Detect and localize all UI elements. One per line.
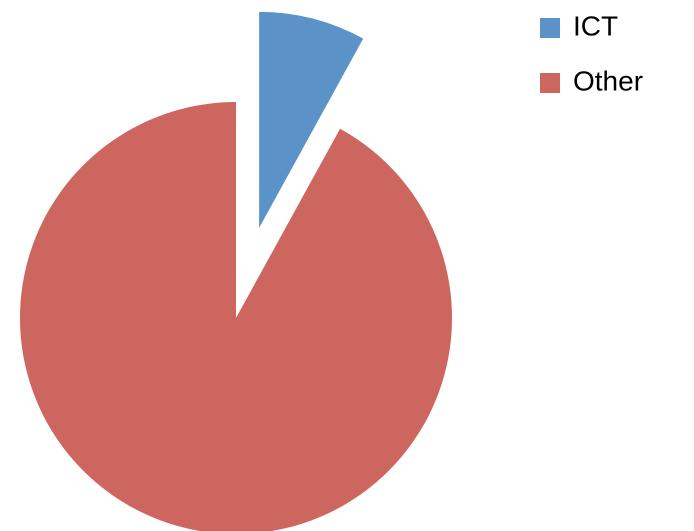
legend-label: Other xyxy=(573,65,643,96)
pie-slice xyxy=(259,11,364,228)
legend-swatch xyxy=(540,73,560,93)
legend-label: ICT xyxy=(573,10,618,41)
legend-swatch xyxy=(540,18,560,38)
pie-slice xyxy=(20,102,452,531)
